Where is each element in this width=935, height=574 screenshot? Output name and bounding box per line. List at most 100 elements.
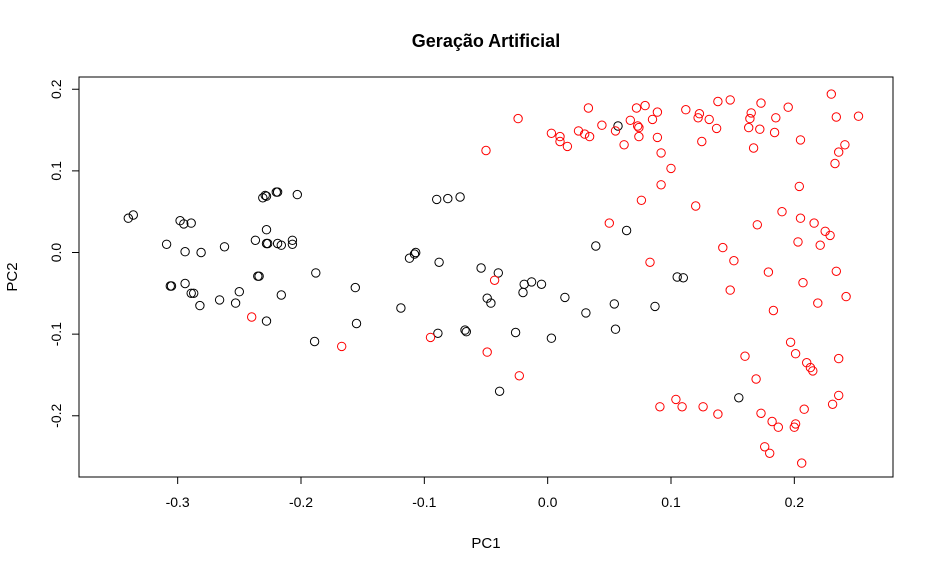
data-point bbox=[826, 89, 836, 99]
data-point bbox=[763, 267, 774, 277]
data-point bbox=[813, 298, 823, 308]
data-point bbox=[123, 213, 134, 223]
data-point bbox=[756, 408, 766, 418]
data-point bbox=[581, 308, 591, 318]
data-point bbox=[713, 96, 723, 107]
data-point bbox=[276, 290, 286, 300]
data-point bbox=[526, 277, 537, 287]
data-point bbox=[621, 225, 632, 236]
data-point bbox=[482, 347, 492, 357]
data-point bbox=[311, 268, 321, 278]
data-point bbox=[180, 247, 190, 257]
data-point bbox=[771, 113, 781, 123]
data-point bbox=[443, 193, 453, 204]
data-point bbox=[751, 374, 761, 384]
data-point bbox=[161, 239, 172, 250]
data-point bbox=[219, 242, 230, 252]
data-point bbox=[189, 288, 199, 298]
data-point bbox=[230, 298, 241, 308]
y-tick-label: 0.0 bbox=[48, 243, 64, 263]
data-point bbox=[411, 247, 421, 258]
data-point bbox=[261, 316, 272, 326]
data-point bbox=[799, 404, 809, 414]
data-point bbox=[494, 386, 505, 396]
data-point bbox=[693, 113, 703, 123]
data-point bbox=[276, 240, 286, 250]
data-point bbox=[546, 333, 557, 343]
data-point bbox=[633, 121, 643, 131]
data-point bbox=[746, 108, 756, 118]
data-point bbox=[725, 285, 735, 295]
data-point bbox=[476, 263, 486, 273]
data-point bbox=[650, 301, 660, 312]
data-point bbox=[831, 266, 841, 276]
data-point bbox=[790, 349, 801, 359]
data-point bbox=[831, 112, 841, 122]
data-point bbox=[681, 105, 691, 115]
data-point bbox=[652, 107, 663, 117]
data-point bbox=[536, 279, 547, 289]
chart-title: Geração Artificial bbox=[412, 31, 560, 51]
data-point bbox=[287, 239, 298, 250]
x-tick-label: 0.2 bbox=[785, 494, 805, 510]
data-point bbox=[250, 235, 261, 246]
data-point bbox=[795, 135, 806, 145]
data-point bbox=[760, 442, 770, 452]
data-point bbox=[510, 327, 521, 338]
data-point bbox=[793, 237, 803, 247]
data-point bbox=[655, 402, 665, 412]
data-point bbox=[671, 394, 681, 405]
data-point bbox=[292, 189, 302, 200]
data-point bbox=[678, 273, 688, 283]
data-point bbox=[718, 242, 728, 253]
y-tick-label: 0.1 bbox=[48, 161, 64, 181]
data-points bbox=[123, 89, 864, 468]
data-point bbox=[287, 235, 298, 246]
data-point bbox=[755, 124, 765, 134]
data-point bbox=[725, 95, 735, 105]
data-point bbox=[263, 238, 273, 249]
data-point bbox=[790, 419, 801, 429]
data-point bbox=[260, 190, 270, 201]
data-point bbox=[636, 195, 647, 206]
data-point bbox=[734, 393, 744, 403]
data-point bbox=[698, 402, 708, 412]
data-point bbox=[591, 241, 601, 251]
data-point bbox=[609, 299, 619, 309]
data-point bbox=[619, 140, 629, 150]
data-point bbox=[337, 341, 347, 352]
data-point bbox=[745, 113, 755, 124]
data-point bbox=[840, 140, 850, 150]
data-point bbox=[583, 103, 594, 113]
data-point bbox=[555, 131, 565, 142]
data-point bbox=[634, 131, 644, 142]
data-point bbox=[815, 240, 825, 250]
data-point bbox=[309, 336, 320, 347]
data-point bbox=[694, 109, 705, 119]
data-point bbox=[555, 136, 565, 147]
data-point bbox=[795, 213, 806, 223]
data-point bbox=[186, 288, 196, 298]
data-point bbox=[711, 123, 722, 134]
data-point bbox=[584, 131, 595, 142]
data-point bbox=[562, 141, 573, 152]
data-point bbox=[272, 187, 283, 197]
y-axis: -0.2 -0.1 0.0 0.1 0.2 bbox=[48, 79, 79, 428]
data-point bbox=[461, 327, 471, 337]
data-point bbox=[713, 409, 723, 419]
data-point bbox=[179, 219, 189, 229]
x-tick-label: 0.0 bbox=[538, 494, 558, 510]
data-point bbox=[798, 278, 808, 288]
data-point bbox=[704, 114, 714, 125]
data-point bbox=[785, 337, 796, 347]
data-point bbox=[809, 218, 819, 228]
data-point bbox=[166, 281, 177, 291]
plot-frame bbox=[78, 76, 894, 478]
data-point bbox=[560, 292, 570, 303]
data-point bbox=[729, 256, 739, 266]
data-point bbox=[740, 351, 750, 361]
data-point bbox=[677, 402, 687, 412]
data-point bbox=[186, 218, 196, 228]
data-point bbox=[254, 271, 264, 281]
